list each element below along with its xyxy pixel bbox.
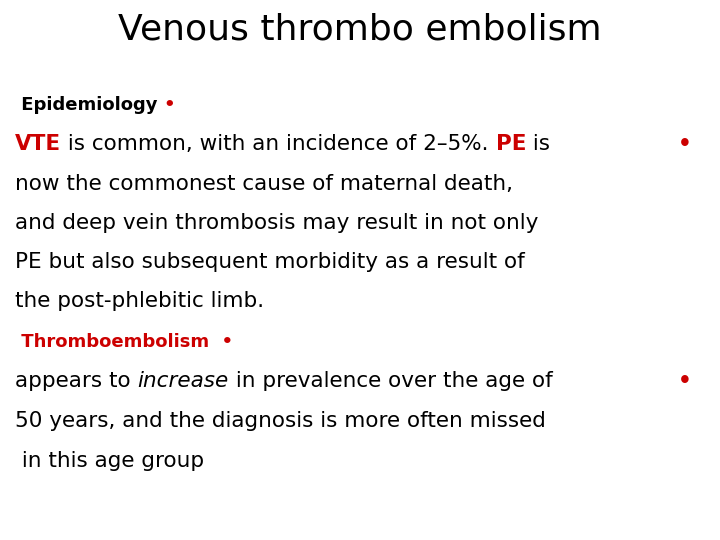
Text: increase: increase	[138, 371, 229, 391]
Text: Thromboembolism: Thromboembolism	[15, 333, 209, 351]
Text: VTE: VTE	[15, 134, 61, 154]
Text: •: •	[163, 96, 176, 114]
Text: Epidemiology: Epidemiology	[15, 96, 163, 114]
Text: PE: PE	[495, 134, 526, 154]
Text: the post-phlebitic limb.: the post-phlebitic limb.	[15, 291, 264, 311]
Text: Venous thrombo embolism: Venous thrombo embolism	[118, 13, 602, 47]
Text: and deep vein thrombosis may result in not only: and deep vein thrombosis may result in n…	[15, 213, 539, 233]
Text: appears to: appears to	[15, 371, 138, 391]
Text: •: •	[678, 371, 692, 391]
Text: is common, with an incidence of 2–5%.: is common, with an incidence of 2–5%.	[61, 134, 495, 154]
Text: in prevalence over the age of: in prevalence over the age of	[229, 371, 552, 391]
Text: 50 years, and the diagnosis is more often missed: 50 years, and the diagnosis is more ofte…	[15, 411, 546, 431]
Text: •: •	[678, 134, 692, 154]
Text: •: •	[209, 333, 233, 351]
Text: PE but also subsequent morbidity as a result of: PE but also subsequent morbidity as a re…	[15, 252, 525, 272]
Text: in this age group: in this age group	[15, 451, 204, 471]
Text: is: is	[526, 134, 550, 154]
Text: now the commonest cause of maternal death,: now the commonest cause of maternal deat…	[15, 174, 513, 194]
